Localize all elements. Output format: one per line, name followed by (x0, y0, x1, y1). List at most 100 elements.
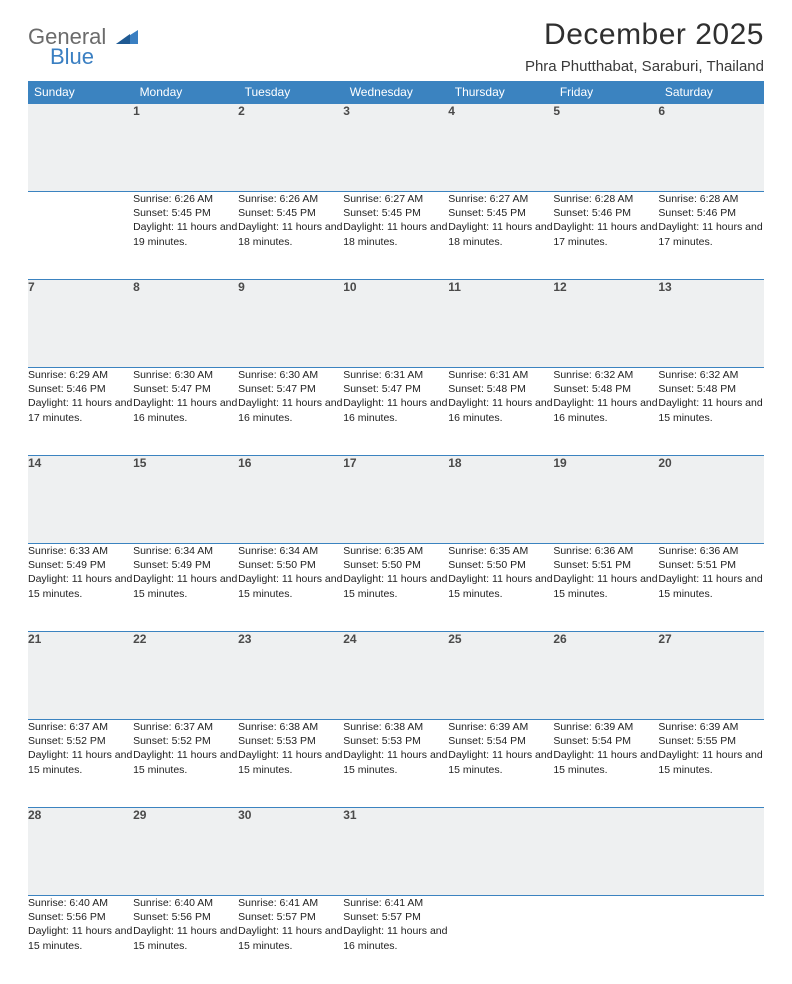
sunset-line: Sunset: 5:54 PM (448, 734, 553, 748)
daylight-line: Daylight: 11 hours and 15 minutes. (28, 924, 133, 952)
day-number-cell: 13 (658, 280, 763, 368)
day-number-cell: 15 (133, 456, 238, 544)
day-content-cell: Sunrise: 6:32 AMSunset: 5:48 PMDaylight:… (658, 368, 763, 456)
day-content-cell: Sunrise: 6:28 AMSunset: 5:46 PMDaylight:… (658, 192, 763, 280)
weekday-header-cell: Monday (133, 81, 238, 104)
daylight-line: Daylight: 11 hours and 16 minutes. (238, 396, 343, 424)
sunrise-line: Sunrise: 6:27 AM (448, 192, 553, 206)
day-content-cell: Sunrise: 6:39 AMSunset: 5:54 PMDaylight:… (448, 720, 553, 808)
sunset-line: Sunset: 5:52 PM (133, 734, 238, 748)
sunset-line: Sunset: 5:48 PM (658, 382, 763, 396)
page-title: December 2025 (525, 18, 764, 52)
daylight-line: Daylight: 11 hours and 15 minutes. (343, 572, 448, 600)
sunrise-line: Sunrise: 6:35 AM (343, 544, 448, 558)
day-content-cell: Sunrise: 6:31 AMSunset: 5:47 PMDaylight:… (343, 368, 448, 456)
day-content-cell: Sunrise: 6:40 AMSunset: 5:56 PMDaylight:… (28, 896, 133, 984)
sunset-line: Sunset: 5:49 PM (133, 558, 238, 572)
day-content-cell: Sunrise: 6:37 AMSunset: 5:52 PMDaylight:… (28, 720, 133, 808)
daylight-line: Daylight: 11 hours and 15 minutes. (28, 748, 133, 776)
day-content-cell: Sunrise: 6:34 AMSunset: 5:49 PMDaylight:… (133, 544, 238, 632)
daylight-line: Daylight: 11 hours and 17 minutes. (658, 220, 763, 248)
daylight-line: Daylight: 11 hours and 15 minutes. (343, 748, 448, 776)
day-content-row: Sunrise: 6:26 AMSunset: 5:45 PMDaylight:… (28, 192, 764, 280)
daylight-line: Daylight: 11 hours and 15 minutes. (553, 572, 658, 600)
day-content-cell: Sunrise: 6:36 AMSunset: 5:51 PMDaylight:… (658, 544, 763, 632)
sunset-line: Sunset: 5:48 PM (448, 382, 553, 396)
sunset-line: Sunset: 5:50 PM (448, 558, 553, 572)
day-content-cell: Sunrise: 6:31 AMSunset: 5:48 PMDaylight:… (448, 368, 553, 456)
day-number-cell (658, 808, 763, 896)
day-content-cell: Sunrise: 6:26 AMSunset: 5:45 PMDaylight:… (238, 192, 343, 280)
daylight-line: Daylight: 11 hours and 16 minutes. (343, 924, 448, 952)
day-content-cell: Sunrise: 6:33 AMSunset: 5:49 PMDaylight:… (28, 544, 133, 632)
day-content-cell (553, 896, 658, 984)
day-number-cell: 16 (238, 456, 343, 544)
day-number-cell: 6 (658, 104, 763, 192)
daylight-line: Daylight: 11 hours and 16 minutes. (553, 396, 658, 424)
sunset-line: Sunset: 5:46 PM (553, 206, 658, 220)
day-content-cell (28, 192, 133, 280)
sunrise-line: Sunrise: 6:40 AM (28, 896, 133, 910)
sunrise-line: Sunrise: 6:28 AM (553, 192, 658, 206)
brand-logo: General Blue (28, 18, 138, 68)
location-subtitle: Phra Phutthabat, Saraburi, Thailand (525, 58, 764, 75)
sunrise-line: Sunrise: 6:39 AM (553, 720, 658, 734)
daylight-line: Daylight: 11 hours and 15 minutes. (448, 572, 553, 600)
sunset-line: Sunset: 5:54 PM (553, 734, 658, 748)
weekday-header-cell: Wednesday (343, 81, 448, 104)
day-content-cell: Sunrise: 6:26 AMSunset: 5:45 PMDaylight:… (133, 192, 238, 280)
day-number-cell: 30 (238, 808, 343, 896)
sunrise-line: Sunrise: 6:30 AM (238, 368, 343, 382)
sunrise-line: Sunrise: 6:28 AM (658, 192, 763, 206)
weekday-header-cell: Thursday (448, 81, 553, 104)
day-content-cell: Sunrise: 6:38 AMSunset: 5:53 PMDaylight:… (238, 720, 343, 808)
sunrise-line: Sunrise: 6:41 AM (343, 896, 448, 910)
day-number-cell: 27 (658, 632, 763, 720)
daylight-line: Daylight: 11 hours and 15 minutes. (238, 924, 343, 952)
sunrise-line: Sunrise: 6:26 AM (133, 192, 238, 206)
day-number-cell: 29 (133, 808, 238, 896)
daylight-line: Daylight: 11 hours and 18 minutes. (238, 220, 343, 248)
sunrise-line: Sunrise: 6:38 AM (343, 720, 448, 734)
sunrise-line: Sunrise: 6:38 AM (238, 720, 343, 734)
daylight-line: Daylight: 11 hours and 15 minutes. (238, 748, 343, 776)
sunrise-line: Sunrise: 6:33 AM (28, 544, 133, 558)
day-number-cell: 8 (133, 280, 238, 368)
sunrise-line: Sunrise: 6:26 AM (238, 192, 343, 206)
calendar-table: SundayMondayTuesdayWednesdayThursdayFrid… (28, 81, 764, 984)
daylight-line: Daylight: 11 hours and 17 minutes. (28, 396, 133, 424)
sunset-line: Sunset: 5:45 PM (343, 206, 448, 220)
sunrise-line: Sunrise: 6:36 AM (658, 544, 763, 558)
sunset-line: Sunset: 5:57 PM (343, 910, 448, 924)
sunset-line: Sunset: 5:51 PM (553, 558, 658, 572)
day-number-cell: 26 (553, 632, 658, 720)
sunrise-line: Sunrise: 6:27 AM (343, 192, 448, 206)
sunrise-line: Sunrise: 6:30 AM (133, 368, 238, 382)
sunrise-line: Sunrise: 6:34 AM (133, 544, 238, 558)
day-number-cell: 24 (343, 632, 448, 720)
day-content-cell (658, 896, 763, 984)
day-number-cell: 2 (238, 104, 343, 192)
day-content-cell: Sunrise: 6:38 AMSunset: 5:53 PMDaylight:… (343, 720, 448, 808)
sunset-line: Sunset: 5:48 PM (553, 382, 658, 396)
sunset-line: Sunset: 5:45 PM (133, 206, 238, 220)
sunrise-line: Sunrise: 6:40 AM (133, 896, 238, 910)
day-content-cell: Sunrise: 6:28 AMSunset: 5:46 PMDaylight:… (553, 192, 658, 280)
sunset-line: Sunset: 5:56 PM (133, 910, 238, 924)
day-content-row: Sunrise: 6:40 AMSunset: 5:56 PMDaylight:… (28, 896, 764, 984)
day-number-cell: 28 (28, 808, 133, 896)
daylight-line: Daylight: 11 hours and 15 minutes. (448, 748, 553, 776)
day-number-row: 123456 (28, 104, 764, 192)
daylight-line: Daylight: 11 hours and 15 minutes. (133, 748, 238, 776)
day-content-cell: Sunrise: 6:39 AMSunset: 5:54 PMDaylight:… (553, 720, 658, 808)
day-number-cell: 4 (448, 104, 553, 192)
day-number-cell: 18 (448, 456, 553, 544)
day-content-cell: Sunrise: 6:34 AMSunset: 5:50 PMDaylight:… (238, 544, 343, 632)
day-number-cell: 21 (28, 632, 133, 720)
sunrise-line: Sunrise: 6:35 AM (448, 544, 553, 558)
day-number-cell: 10 (343, 280, 448, 368)
daylight-line: Daylight: 11 hours and 18 minutes. (343, 220, 448, 248)
sunset-line: Sunset: 5:52 PM (28, 734, 133, 748)
calendar-page: General Blue December 2025 Phra Phutthab… (0, 0, 792, 984)
day-number-row: 14151617181920 (28, 456, 764, 544)
